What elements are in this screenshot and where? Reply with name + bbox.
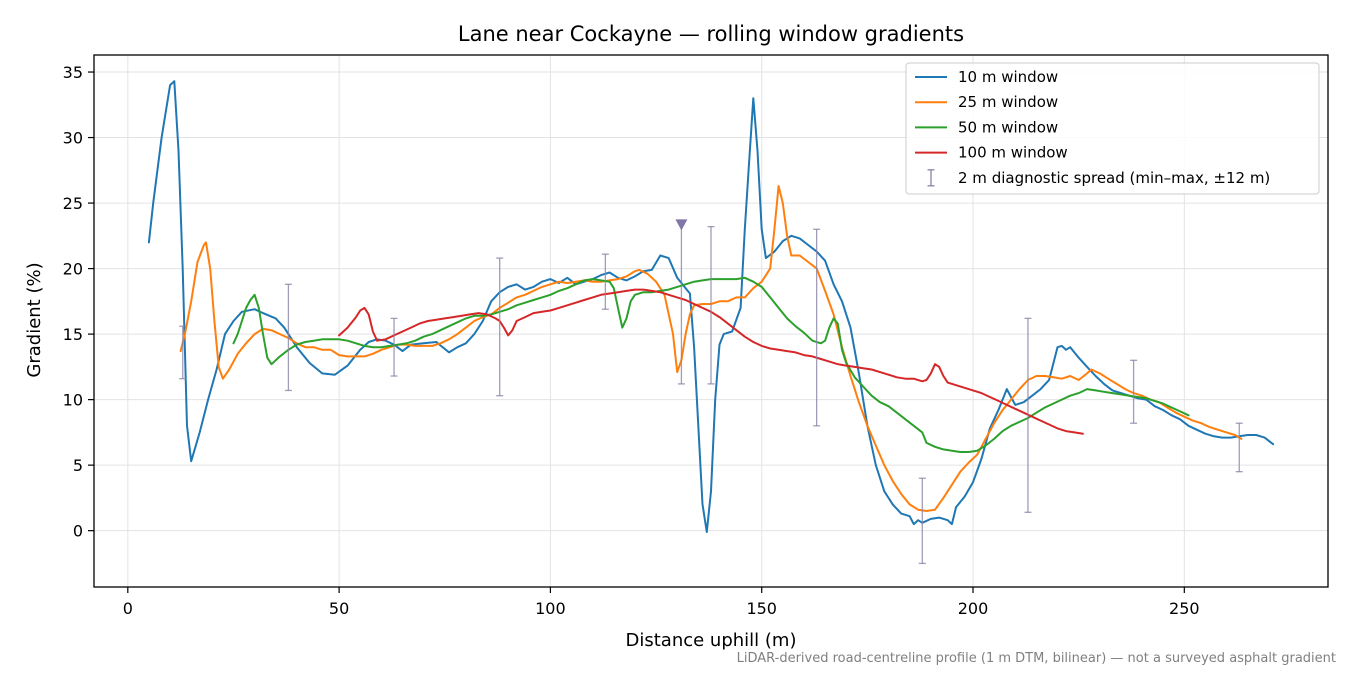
diagnostic-errorbar <box>284 283 292 392</box>
y-tick-label: 25 <box>63 194 83 213</box>
x-axis-ticks: 0 50 100 150 200 250 <box>123 587 1200 618</box>
diagnostic-errorbar <box>1130 359 1138 424</box>
plot-frame <box>93 54 1329 588</box>
diagnostic-errorbars <box>179 219 1243 565</box>
x-axis-label: Distance uphill (m) <box>626 630 797 651</box>
y-axis-ticks: 0 5 10 15 20 25 30 35 <box>63 63 94 541</box>
x-tick-label: 200 <box>958 599 989 618</box>
diagnostic-errorbar <box>179 325 187 380</box>
y-tick-label: 15 <box>63 325 83 344</box>
y-tick-label: 30 <box>63 129 83 148</box>
x-tick-label: 0 <box>123 599 133 618</box>
diagnostic-errorbar <box>707 226 715 385</box>
max-marker-triangle <box>675 219 688 231</box>
legend-box <box>905 62 1320 195</box>
series-line-4 <box>338 288 1084 435</box>
series-line-1 <box>147 80 1275 533</box>
x-tick-label: 150 <box>746 599 777 618</box>
diagnostic-errorbar <box>1024 317 1032 513</box>
legend-label-1: 10 m window <box>958 68 1058 86</box>
legend-label-2: 25 m window <box>958 93 1058 111</box>
chart-title: Lane near Cockayne — rolling window grad… <box>458 22 964 46</box>
y-tick-label: 0 <box>73 522 83 541</box>
diagnostic-errorbar <box>1235 422 1243 473</box>
diagnostic-errorbar <box>601 253 609 310</box>
plot-series <box>147 80 1275 533</box>
diagnostic-errorbar <box>496 257 504 397</box>
series-line-3 <box>232 276 1190 453</box>
x-tick-label: 50 <box>329 599 349 618</box>
x-tick-label: 100 <box>535 599 566 618</box>
legend-label-3: 50 m window <box>958 118 1058 136</box>
x-tick-label: 250 <box>1169 599 1200 618</box>
diagnostic-errorbar <box>813 228 821 427</box>
diagnostic-errorbar <box>390 317 398 377</box>
y-tick-label: 20 <box>63 260 83 279</box>
diagnostic-errorbar <box>918 477 926 565</box>
series-line-2 <box>179 185 1243 512</box>
diagnostic-errorbar <box>677 219 685 385</box>
legend-label-diagnostic: 2 m diagnostic spread (min–max, ±12 m) <box>958 169 1270 187</box>
legend-label-4: 100 m window <box>958 144 1068 162</box>
legend: 10 m window 25 m window 50 m window 100 m w… <box>905 62 1320 195</box>
y-axis-label: Gradient (%) <box>24 262 45 377</box>
source-footnote: LiDAR-derived road-centreline profile (1… <box>736 651 1336 666</box>
y-tick-label: 10 <box>63 391 83 410</box>
y-tick-label: 5 <box>73 456 83 475</box>
y-tick-label: 35 <box>63 63 83 82</box>
